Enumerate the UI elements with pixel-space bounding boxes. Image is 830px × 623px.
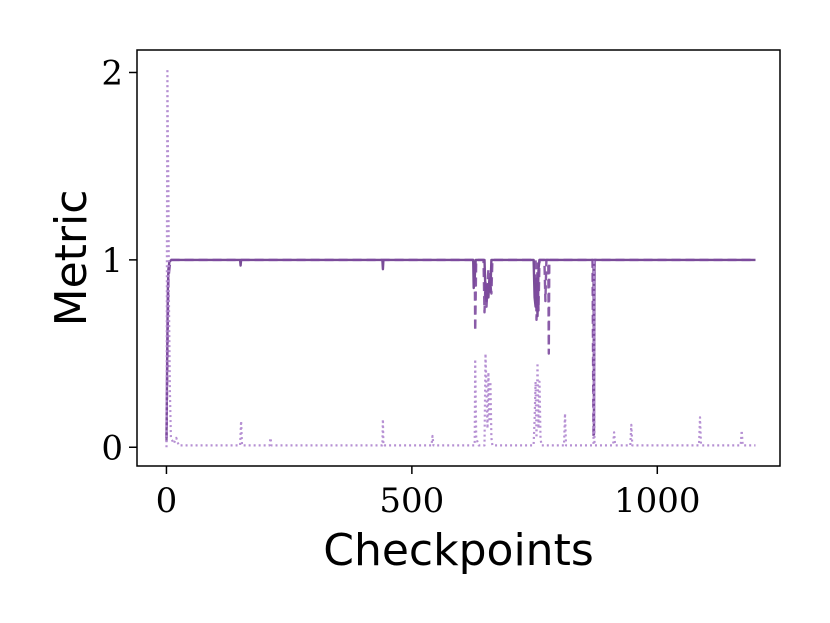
x-axis-ticks: 0 500 1000 <box>156 466 701 521</box>
y-tick-label: 0 <box>101 428 123 468</box>
series-line-dotted <box>165 67 756 448</box>
x-axis-label: Checkpoints <box>323 525 594 576</box>
y-tick-label: 1 <box>101 241 123 281</box>
series-line-dashed <box>165 258 756 442</box>
plot-frame <box>136 49 781 467</box>
x-tick-label: 0 <box>156 481 178 521</box>
y-axis-label: Metric <box>46 190 97 327</box>
series-line-solid <box>165 258 756 438</box>
series-lines <box>165 67 756 448</box>
y-tick-label: 2 <box>101 53 123 93</box>
x-tick-label: 500 <box>379 481 444 521</box>
x-tick-label: 1000 <box>614 481 701 521</box>
y-axis-ticks: 0 1 2 <box>101 53 137 468</box>
